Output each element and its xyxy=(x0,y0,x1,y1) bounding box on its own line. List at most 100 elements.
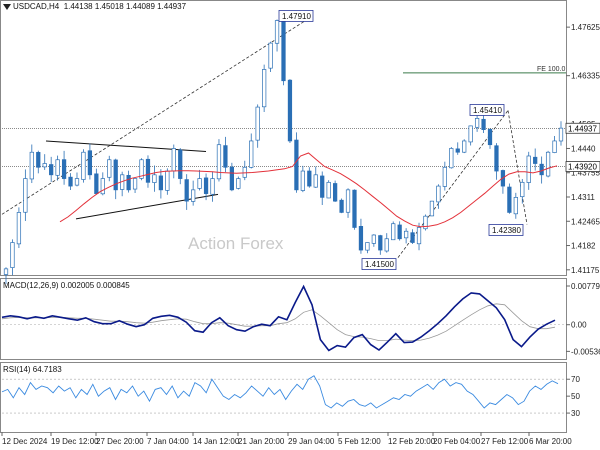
macd-tick-label: 0.00 xyxy=(571,321,587,330)
candle-body xyxy=(107,159,112,178)
candle-body xyxy=(139,159,144,179)
annotation-box xyxy=(488,224,524,236)
candle-body xyxy=(171,148,176,172)
candle-body xyxy=(132,178,138,190)
candle-body xyxy=(126,174,131,191)
projection-line xyxy=(1,16,313,215)
price-tick-label: 1.4311 xyxy=(571,193,595,202)
candle-body xyxy=(145,158,151,183)
candle-body xyxy=(87,150,93,176)
candle-body xyxy=(533,156,538,164)
x-tick-label: 7 Jan 04:00 xyxy=(147,437,189,446)
price-tag-label: 1.44937 xyxy=(568,124,597,133)
watermark: Action Forex xyxy=(188,234,284,253)
candle-body xyxy=(55,159,60,176)
price-tick-label: 1.41175 xyxy=(571,266,600,275)
candle-body xyxy=(10,242,15,268)
candle-body xyxy=(249,140,254,168)
annotation-box xyxy=(469,104,505,116)
candle-body xyxy=(365,242,370,251)
rsi-line xyxy=(1,375,559,409)
ohlc-values: 1.44138 1.45018 1.44089 1.44937 xyxy=(63,2,187,11)
candle-body xyxy=(23,178,28,213)
x-tick-label: 6 Mar 20:00 xyxy=(529,437,572,446)
candle-body xyxy=(16,212,22,245)
candle-body xyxy=(268,42,273,69)
candle-body xyxy=(384,238,389,252)
candle-body xyxy=(449,148,454,169)
ma-line xyxy=(59,152,558,228)
candle-body xyxy=(216,144,222,180)
candle-body xyxy=(94,173,99,194)
triangle-icon xyxy=(3,3,11,10)
symbol-label: USDCAD,H4 xyxy=(13,2,60,11)
x-tick-label: 5 Feb 12:00 xyxy=(338,437,381,446)
annotation-label: 1.47910 xyxy=(282,12,311,21)
candle-body xyxy=(191,189,196,202)
candle-body xyxy=(558,127,564,142)
candle-body xyxy=(287,79,293,142)
x-tick-label: 14 Jan 12:00 xyxy=(193,437,240,446)
candle-body xyxy=(255,106,260,141)
candle-body xyxy=(436,185,441,203)
rsi-tick-label: 70 xyxy=(571,375,580,384)
x-tick-label: 27 Feb 12:00 xyxy=(481,437,529,446)
price-tick-label: 1.46335 xyxy=(571,72,600,81)
rsi-tick-label: 30 xyxy=(571,409,580,418)
rsi-y-axis: 70 50 30 xyxy=(2,375,580,418)
x-tick-label: 19 Dec 12:00 xyxy=(51,437,99,446)
candle-body xyxy=(36,152,41,168)
candle-body xyxy=(81,151,86,180)
candle-body xyxy=(262,69,267,108)
candle-body xyxy=(520,181,525,198)
candle-body xyxy=(410,232,415,243)
candle-body xyxy=(468,125,473,143)
candle-body xyxy=(391,223,396,241)
x-tick-label: 21 Jan 20:00 xyxy=(238,437,285,446)
x-tick-label: 12 Feb 20:00 xyxy=(388,437,436,446)
candle-body xyxy=(42,163,47,168)
fe-level-label: FE 100.0 xyxy=(537,66,566,73)
candle-body xyxy=(320,175,325,198)
candle-body xyxy=(307,170,312,187)
annotations: 1.47910 1.45410 1.42380 1.41500 xyxy=(278,10,524,270)
candle-body xyxy=(178,149,183,179)
price-tick-label: 1.4182 xyxy=(571,242,596,251)
projection-line xyxy=(397,110,509,258)
annotation-box xyxy=(278,10,314,22)
price-tag-box xyxy=(565,161,600,172)
candle-body xyxy=(462,140,467,153)
candle-body xyxy=(313,174,318,188)
macd-tick-label: 0.007795 xyxy=(571,282,600,291)
price-tags: 1.44937 1.43920 xyxy=(565,122,600,172)
x-tick-label: 20 Feb 04:00 xyxy=(433,437,481,446)
candle-body xyxy=(378,235,383,251)
candle-body xyxy=(236,178,241,189)
candle-body xyxy=(210,178,215,195)
x-tick-label: 27 Dec 20:00 xyxy=(96,437,144,446)
candle-body xyxy=(545,151,551,177)
candle-body xyxy=(197,178,202,189)
candle-body xyxy=(184,179,189,202)
macd-signal-line xyxy=(1,303,556,342)
projection-line xyxy=(507,110,528,225)
candle-body xyxy=(455,148,460,153)
candle-body xyxy=(403,230,409,239)
rsi-line xyxy=(1,375,559,409)
candle-body xyxy=(281,21,286,82)
candle-body xyxy=(3,268,9,275)
candle-body xyxy=(487,129,493,146)
candle-body xyxy=(371,234,376,244)
candle-body xyxy=(49,164,54,176)
candle-body xyxy=(352,189,357,228)
price-tag-label: 1.43920 xyxy=(568,163,597,172)
candle-body xyxy=(74,178,80,186)
macd-tick-label: -0.005367 xyxy=(571,347,600,356)
candle-body xyxy=(294,139,299,191)
rsi-tick-label: 50 xyxy=(571,392,580,401)
candle-body xyxy=(300,170,305,191)
candle-body xyxy=(416,227,422,245)
candle-body xyxy=(429,200,435,217)
candle-body xyxy=(203,177,209,194)
annotation-label: 1.45410 xyxy=(473,106,502,115)
